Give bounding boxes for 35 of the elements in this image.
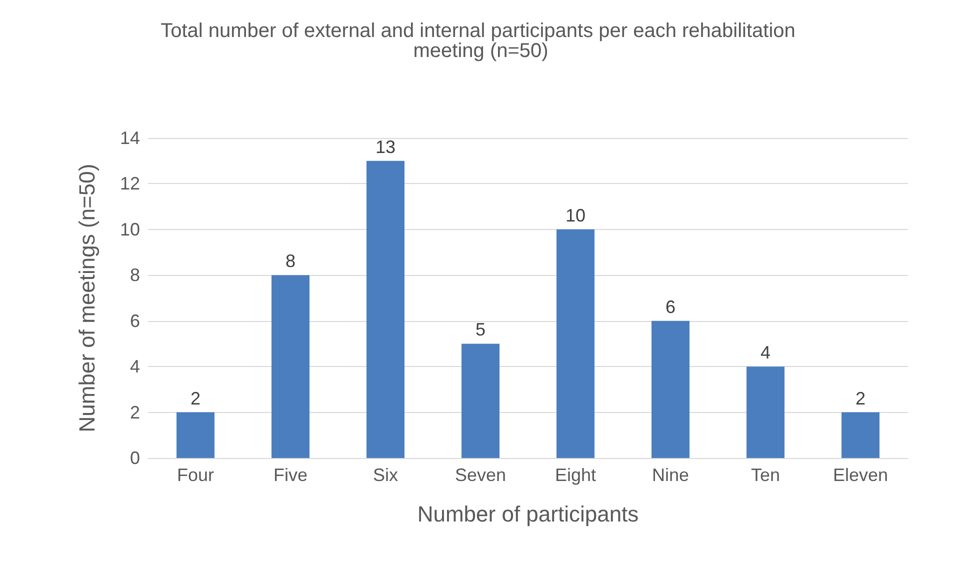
x-tick-label: Nine (652, 465, 690, 485)
x-tick-label: Five (273, 465, 308, 485)
y-tick-label: 10 (120, 219, 140, 240)
bar (366, 160, 404, 458)
bar (556, 229, 594, 458)
x-tick-label: Seven (454, 465, 506, 485)
y-tick-label: 8 (130, 265, 140, 286)
x-tick-label: Eight (554, 465, 596, 485)
x-tick-label: Eleven (832, 465, 888, 485)
y-tick-label: 2 (130, 402, 140, 422)
bar (842, 412, 880, 458)
bar (746, 366, 784, 458)
bar (176, 412, 214, 458)
data-label: 4 (760, 342, 771, 363)
bar (652, 320, 690, 458)
data-label: 2 (855, 388, 866, 408)
y-tick-label: 4 (130, 356, 140, 377)
x-axis-title: Number of participants (417, 502, 639, 526)
x-tick-label: Four (176, 465, 214, 485)
y-tick-label: 0 (130, 448, 140, 468)
y-axis-title: Number of meetings (n=50) (74, 164, 100, 432)
y-tick-label: 14 (120, 128, 140, 148)
data-label: 2 (190, 388, 201, 408)
bar (272, 275, 310, 458)
data-label: 5 (475, 320, 486, 340)
x-tick-label: Six (372, 465, 398, 485)
data-label: 6 (665, 296, 676, 317)
data-label: 13 (375, 136, 396, 157)
data-label: 8 (285, 251, 296, 272)
x-tick-label: Ten (750, 465, 780, 485)
bar (462, 344, 500, 458)
chart-title: Total number of external and internal participants per each rehabilitation meeting (n=50) (160, 20, 796, 62)
data-label: 10 (565, 205, 586, 226)
y-tick-label: 12 (120, 174, 140, 194)
y-tick-label: 6 (130, 310, 140, 331)
